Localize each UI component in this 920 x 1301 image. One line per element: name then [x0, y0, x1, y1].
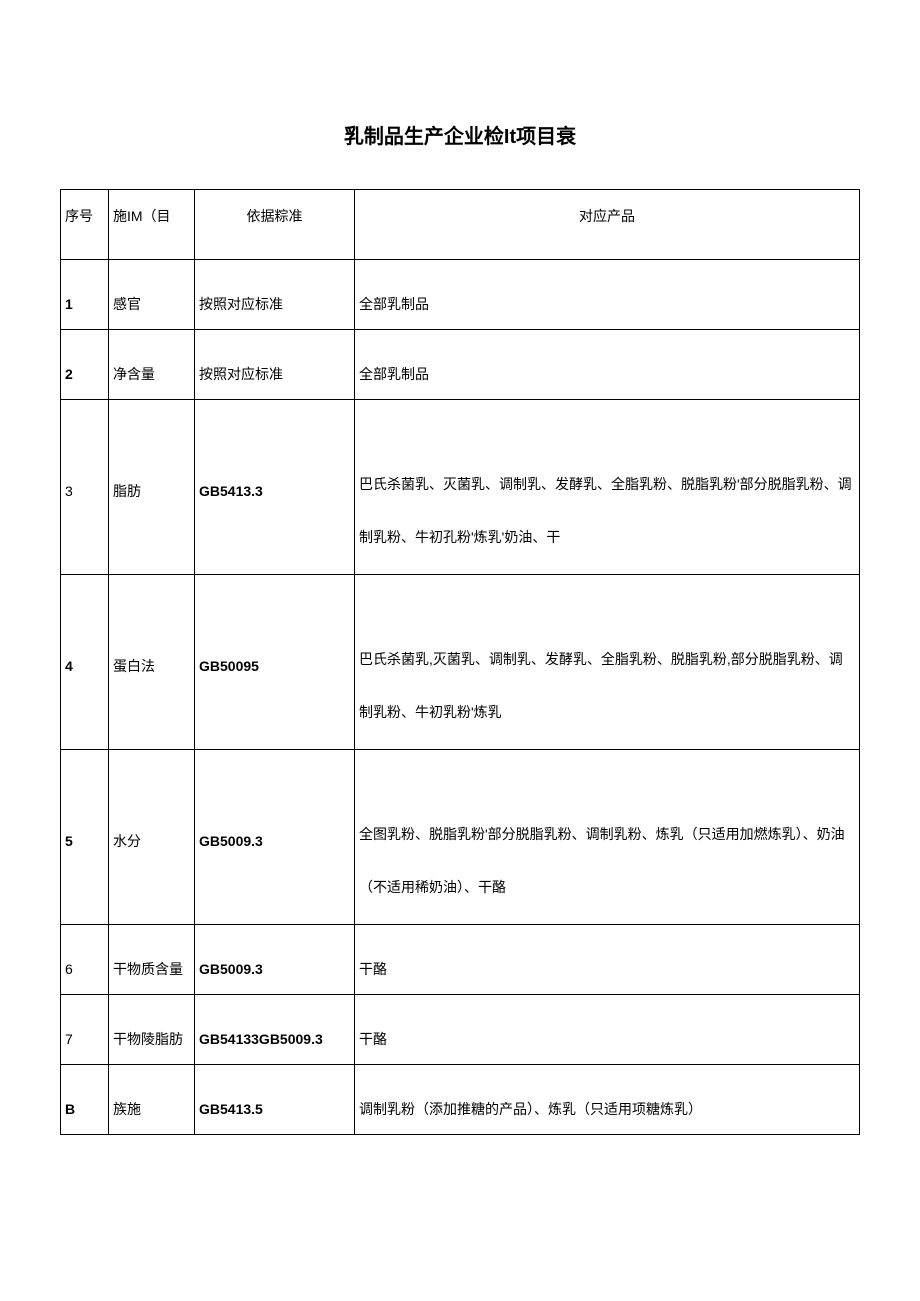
cell-product: 干酪 [355, 925, 860, 995]
cell-item: 蛋白法 [109, 575, 195, 750]
cell-item: 族施 [109, 1065, 195, 1135]
header-num: 序号 [61, 190, 109, 260]
cell-basis: GB54133GB5009.3 [195, 995, 355, 1065]
header-product: 对应产品 [355, 190, 860, 260]
cell-product: 干酪 [355, 995, 860, 1065]
cell-item: 净含量 [109, 330, 195, 400]
header-basis: 依据粽准 [195, 190, 355, 260]
table-row: 6干物质含量GB5009.3干酪 [61, 925, 860, 995]
table-row: 2净含量按照对应标准全部乳制品 [61, 330, 860, 400]
table-row: 5水分GB5009.3全图乳粉、脱脂乳粉'部分脱脂乳粉、调制乳粉、炼乳（只适用加… [61, 750, 860, 925]
cell-num: 2 [61, 330, 109, 400]
cell-item: 水分 [109, 750, 195, 925]
cell-product: 调制乳粉（添加推糖的产品）、炼乳（只适用项糖炼乳） [355, 1065, 860, 1135]
table-row: 7干物陵脂肪GB54133GB5009.3干酪 [61, 995, 860, 1065]
cell-product: 全图乳粉、脱脂乳粉'部分脱脂乳粉、调制乳粉、炼乳（只适用加燃炼乳）、奶油（不适用… [355, 750, 860, 925]
cell-num: 4 [61, 575, 109, 750]
cell-item: 干物质含量 [109, 925, 195, 995]
table-row: 3脂肪GB5413.3巴氏杀菌乳、灭菌乳、调制乳、发酵乳、全脂乳粉、脱脂乳粉'部… [61, 400, 860, 575]
cell-product: 巴氏杀菌乳,灭菌乳、调制乳、发酵乳、全脂乳粉、脱脂乳粉,部分脱脂乳粉、调制乳粉、… [355, 575, 860, 750]
header-item: 施IM（目 [109, 190, 195, 260]
cell-basis: 按照对应标准 [195, 260, 355, 330]
table-row: 1感官按照对应标准全部乳制品 [61, 260, 860, 330]
cell-product: 巴氏杀菌乳、灭菌乳、调制乳、发酵乳、全脂乳粉、脱脂乳粉'部分脱脂乳粉、调制乳粉、… [355, 400, 860, 575]
cell-basis: GB5413.3 [195, 400, 355, 575]
cell-product: 全部乳制品 [355, 260, 860, 330]
cell-basis: GB5413.5 [195, 1065, 355, 1135]
table-row: 4蛋白法GB50095巴氏杀菌乳,灭菌乳、调制乳、发酵乳、全脂乳粉、脱脂乳粉,部… [61, 575, 860, 750]
cell-item: 干物陵脂肪 [109, 995, 195, 1065]
cell-basis: GB5009.3 [195, 925, 355, 995]
table-body: 序号 施IM（目 依据粽准 对应产品 1感官按照对应标准全部乳制品2净含量按照对… [61, 190, 860, 1135]
table-header-row: 序号 施IM（目 依据粽准 对应产品 [61, 190, 860, 260]
cell-basis: GB5009.3 [195, 750, 355, 925]
cell-item: 感官 [109, 260, 195, 330]
cell-num: 3 [61, 400, 109, 575]
cell-num: 1 [61, 260, 109, 330]
cell-num: 7 [61, 995, 109, 1065]
cell-basis: 按照对应标准 [195, 330, 355, 400]
inspection-table: 序号 施IM（目 依据粽准 对应产品 1感官按照对应标准全部乳制品2净含量按照对… [60, 189, 860, 1135]
cell-num: 5 [61, 750, 109, 925]
cell-num: 6 [61, 925, 109, 995]
cell-item: 脂肪 [109, 400, 195, 575]
cell-product: 全部乳制品 [355, 330, 860, 400]
cell-basis: GB50095 [195, 575, 355, 750]
document-title: 乳制品生产企业检It项目衰 [60, 120, 860, 149]
cell-num: B [61, 1065, 109, 1135]
table-row: B族施GB5413.5调制乳粉（添加推糖的产品）、炼乳（只适用项糖炼乳） [61, 1065, 860, 1135]
